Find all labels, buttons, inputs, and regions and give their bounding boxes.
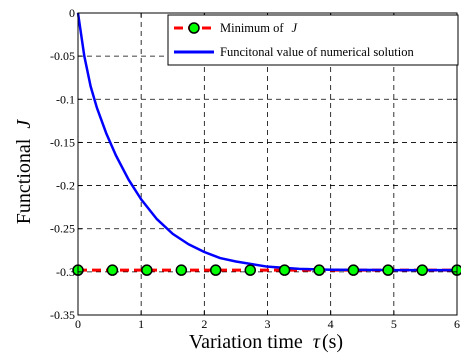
y-tick-label: 0	[69, 6, 75, 20]
series-marker-minimum	[382, 264, 394, 276]
series-marker-minimum	[244, 264, 257, 276]
series-marker-minimum	[175, 264, 188, 276]
y-tick-label: -0.35	[50, 308, 75, 322]
x-tick-label: 3	[265, 317, 271, 331]
y-tick-label: -0.1	[56, 92, 75, 106]
x-axis-label-unit: (s)	[322, 331, 343, 353]
series-marker-minimum	[347, 264, 360, 276]
x-tick-label: 1	[138, 317, 144, 331]
y-tick-label: -0.25	[50, 222, 75, 236]
ticks: 0 1 2 3 4 5 6 0 -0.05 -0.1 -0.15 -0.2 -0.25 -0.3 -0.35	[50, 6, 460, 331]
y-tick-label: -0.3	[56, 265, 75, 279]
series-marker-minimum	[106, 264, 119, 276]
legend-box	[167, 14, 459, 66]
grid	[78, 13, 457, 315]
series-line-numerical	[76, 12, 457, 272]
x-tick-label: 2	[201, 317, 207, 331]
series-marker-minimum	[141, 264, 153, 276]
x-axis-label: Variation time τ (s)	[189, 331, 343, 353]
y-axis-label-symbol: J	[13, 119, 35, 129]
legend: Minimum of J Funcitonal value of numerica…	[167, 14, 459, 66]
x-tick-label: 6	[454, 317, 460, 331]
y-tick-label: -0.2	[56, 179, 75, 193]
series-marker-minimum	[416, 264, 429, 276]
legend-label-minimum: Minimum of J	[220, 21, 299, 35]
x-tick-label: 5	[391, 317, 397, 331]
y-axis-label: FunctionalJ	[13, 119, 35, 225]
y-tick-label: -0.15	[50, 135, 75, 149]
series-marker-minimum	[313, 264, 325, 276]
series-marker-minimum	[209, 264, 222, 276]
y-tick-label: -0.05	[50, 49, 75, 63]
legend-marker-minimum	[188, 22, 200, 34]
x-axis-label-symbol: τ	[313, 331, 321, 353]
legend-label-minimum-symbol: J	[292, 21, 299, 35]
x-tick-label: 4	[328, 317, 334, 331]
x-tick-label: 0	[75, 317, 81, 331]
series-marker-minimum	[278, 264, 291, 276]
legend-label-numerical: Funcitonal value of numerical solution	[220, 45, 414, 59]
